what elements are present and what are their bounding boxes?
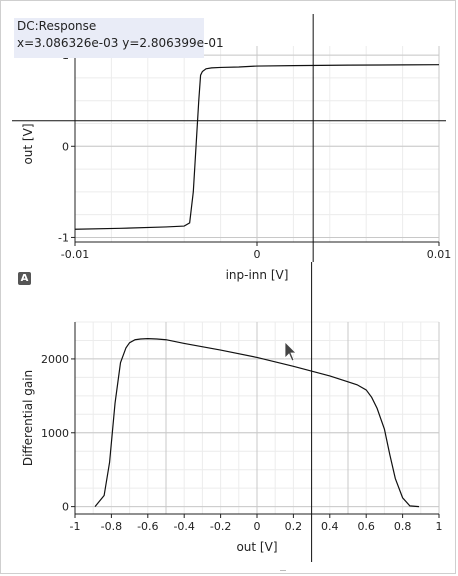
readout-coordinates: x=3.086326e-03 y=2.806399e-01: [17, 36, 224, 50]
readout-title: DC:Response: [17, 19, 97, 33]
autoscale-button[interactable]: A: [18, 272, 31, 285]
x-tick-label: -0.8: [101, 520, 122, 533]
x-tick-label: -0.01: [61, 248, 89, 261]
y-tick-label: 0: [62, 140, 69, 153]
x-tick-label: -0.6: [137, 520, 158, 533]
x-axis-label: out [V]: [236, 540, 277, 554]
x-axis-label: inp-inn [V]: [226, 268, 289, 282]
resize-grip[interactable]: [280, 570, 286, 575]
x-tick-label: 0.01: [427, 248, 452, 261]
y-tick-label: 1000: [41, 427, 69, 440]
x-tick-label: -0.4: [173, 520, 194, 533]
series-line: [74, 64, 440, 230]
x-tick-label: -1: [70, 520, 81, 533]
y-axis-label: out [V]: [21, 123, 35, 164]
x-tick-label: 0.2: [285, 520, 303, 533]
x-tick-label: 0.6: [357, 520, 375, 533]
cursor-readout: DC:Response x=3.086326e-03 y=2.806399e-0…: [14, 18, 224, 58]
y-axis-label: Differential gain: [21, 370, 35, 466]
series-line: [94, 338, 420, 508]
x-tick-label: 0: [254, 520, 261, 533]
x-tick-label: -0.2: [210, 520, 231, 533]
y-tick-label: 0: [62, 501, 69, 514]
x-tick-label: 1: [436, 520, 443, 533]
x-tick-label: 0.4: [321, 520, 339, 533]
y-tick-label: 2000: [41, 353, 69, 366]
y-tick-label: -1: [58, 231, 69, 244]
x-tick-label: 0.8: [394, 520, 412, 533]
bottom-plot[interactable]: -1 -0.8 -0.6 -0.4 -0.2 0 0.2 0.4 0.6 0.8 1 2000 1000…: [21, 262, 443, 562]
mouse-pointer-icon: [284, 341, 297, 362]
x-tick-label: 0: [254, 248, 261, 261]
